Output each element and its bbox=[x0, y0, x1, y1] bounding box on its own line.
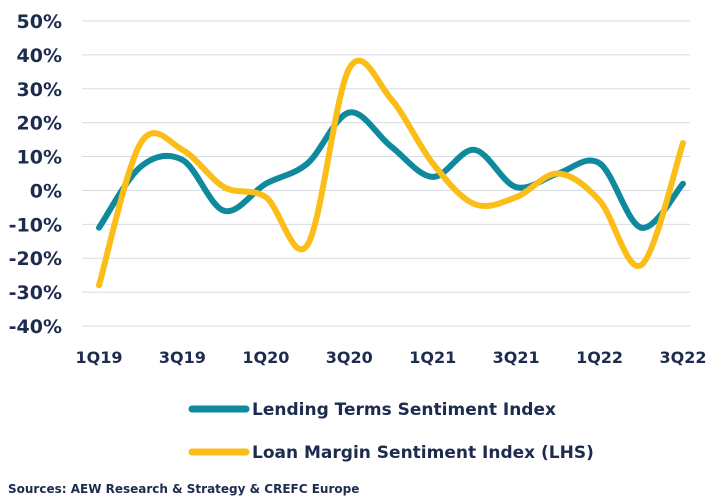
y-tick-label: -40% bbox=[9, 316, 62, 338]
source-note: Sources: AEW Research & Strategy & CREFC… bbox=[8, 482, 359, 496]
x-tick-label: 3Q22 bbox=[660, 348, 707, 367]
y-tick-label: 50% bbox=[17, 11, 62, 33]
y-tick-label: 40% bbox=[17, 45, 62, 67]
legend-label-loan-margin: Loan Margin Sentiment Index (LHS) bbox=[252, 443, 594, 463]
y-tick-label: -10% bbox=[9, 214, 62, 236]
y-tick-label: 0% bbox=[30, 180, 62, 202]
y-tick-label: 10% bbox=[17, 147, 62, 169]
series-line-loan-margin bbox=[96, 57, 686, 289]
x-axis-tick-labels: 1Q19 3Q19 1Q20 3Q20 1Q21 3Q21 1Q22 3Q22 bbox=[76, 348, 707, 367]
x-tick-label: 1Q22 bbox=[576, 348, 623, 367]
x-tick-label: 1Q19 bbox=[76, 348, 123, 367]
series-lines bbox=[96, 57, 686, 289]
x-tick-label: 1Q21 bbox=[409, 348, 456, 367]
legend-label-lending-terms: Lending Terms Sentiment Index bbox=[252, 400, 556, 420]
legend: Lending Terms Sentiment Index Loan Margi… bbox=[188, 400, 594, 463]
x-tick-label: 3Q21 bbox=[493, 348, 540, 367]
y-tick-label: -30% bbox=[9, 282, 62, 304]
y-tick-label: 20% bbox=[17, 113, 62, 135]
gridlines bbox=[82, 20, 690, 327]
y-tick-label: 30% bbox=[17, 79, 62, 101]
x-tick-label: 3Q20 bbox=[326, 348, 373, 367]
y-axis-tick-labels: 50% 40% 30% 20% 10% 0% -10% -20% -30% -40% bbox=[9, 11, 62, 338]
series-line-lending-terms bbox=[96, 109, 686, 231]
y-tick-label: -20% bbox=[9, 248, 62, 270]
x-tick-label: 1Q20 bbox=[242, 348, 289, 367]
x-tick-label: 3Q19 bbox=[159, 348, 206, 367]
